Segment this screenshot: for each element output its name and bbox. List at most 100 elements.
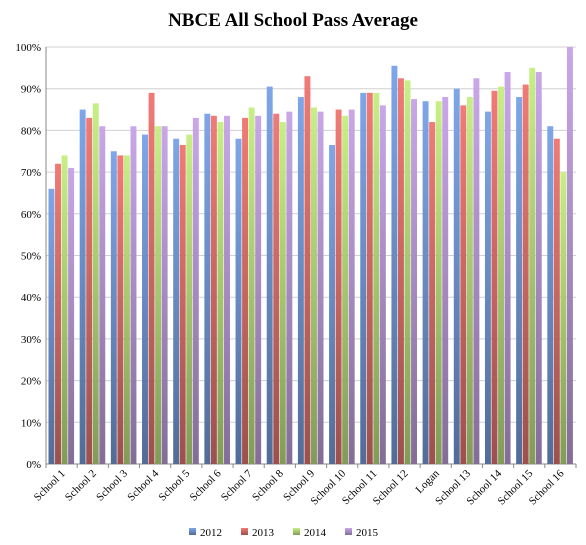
x-tick-label: School 7 [219,467,255,503]
bar [186,134,193,464]
x-tick-label: School 8 [250,467,286,503]
bar [348,109,355,465]
bar [142,134,148,464]
x-tick-label: School 2 [63,468,99,504]
bar [235,138,242,465]
bar [130,126,137,464]
chart-title: NBCE All School Pass Average [168,10,418,31]
bar [360,92,367,465]
bar [117,155,124,465]
bar [335,109,342,465]
y-tick-label: 30% [21,334,41,346]
bar [210,115,217,465]
legend-label: 2015 [356,527,379,539]
bar [304,76,311,464]
bar [404,80,411,465]
bar [516,97,523,464]
bars [48,47,573,465]
bar [379,105,386,464]
bar [123,155,130,465]
bar [68,167,75,464]
y-tick-label: 100% [15,42,41,54]
y-tick-label: 20% [21,376,41,388]
y-tick-label: 40% [21,292,41,304]
legend-label: 2013 [252,527,275,539]
x-tick-label: School 1 [32,468,68,504]
bar [491,90,498,464]
x-tick-label: School 6 [188,467,224,503]
bar [248,107,255,464]
legend-swatch [241,528,248,535]
bar [397,78,404,465]
x-tick-label: School 3 [94,467,130,503]
legend-label: 2012 [200,527,222,539]
bar [217,122,224,464]
bar [329,144,336,464]
bar [373,92,380,465]
bar [55,163,61,464]
bar [484,111,491,464]
bar [422,101,429,465]
y-tick-label: 60% [21,209,41,221]
bar [110,151,117,464]
bar [311,107,317,464]
bar [192,117,199,464]
bar [161,126,168,464]
bar [204,113,211,464]
legend: 2012 2013 2014 2015 [189,527,379,539]
bar [148,92,155,465]
bar [273,113,280,464]
bar [242,117,249,464]
bar [553,138,560,465]
x-tick-label: School 4 [125,467,161,503]
bar [99,126,106,464]
x-tick-label: School 16 [527,467,567,507]
y-tick-label: 80% [21,125,41,137]
bar [529,67,536,464]
bar [48,188,55,464]
bar [155,126,162,464]
bar [366,92,373,465]
bar [286,111,293,464]
bar [173,138,180,465]
bar [547,126,554,464]
bar [473,78,480,465]
bar [342,115,349,465]
bar [61,155,68,465]
x-tick-label: Logan [413,467,442,496]
y-tick-label: 50% [21,251,41,263]
y-tick-label: 90% [21,84,41,96]
legend-label: 2014 [304,527,327,539]
bar [224,115,230,465]
bar [79,109,86,465]
bar [535,72,542,465]
y-tick-labels: 0% 10% 20% 30% 40% 50% 60% 70% 80% 90% 100% [15,42,41,471]
bar [297,97,304,464]
legend-swatch [189,528,196,535]
y-tick-label: 0% [26,459,41,471]
bar [411,99,418,464]
bar [442,97,449,464]
legend-swatch [293,528,300,535]
bar [179,144,186,464]
bar [86,117,93,464]
bar [453,88,460,464]
x-tick-label: School 5 [156,467,192,503]
bar [92,103,99,465]
bar [279,122,286,464]
bar [498,86,505,465]
bar [429,122,436,464]
bar [566,47,573,464]
bar [317,111,324,464]
bar [391,65,398,464]
bar [466,97,473,464]
bar [255,115,262,465]
y-tick-label: 70% [21,167,41,179]
bar [460,105,467,464]
bar [504,72,511,465]
bar [560,172,567,464]
bar [266,86,273,465]
bar [522,84,529,464]
